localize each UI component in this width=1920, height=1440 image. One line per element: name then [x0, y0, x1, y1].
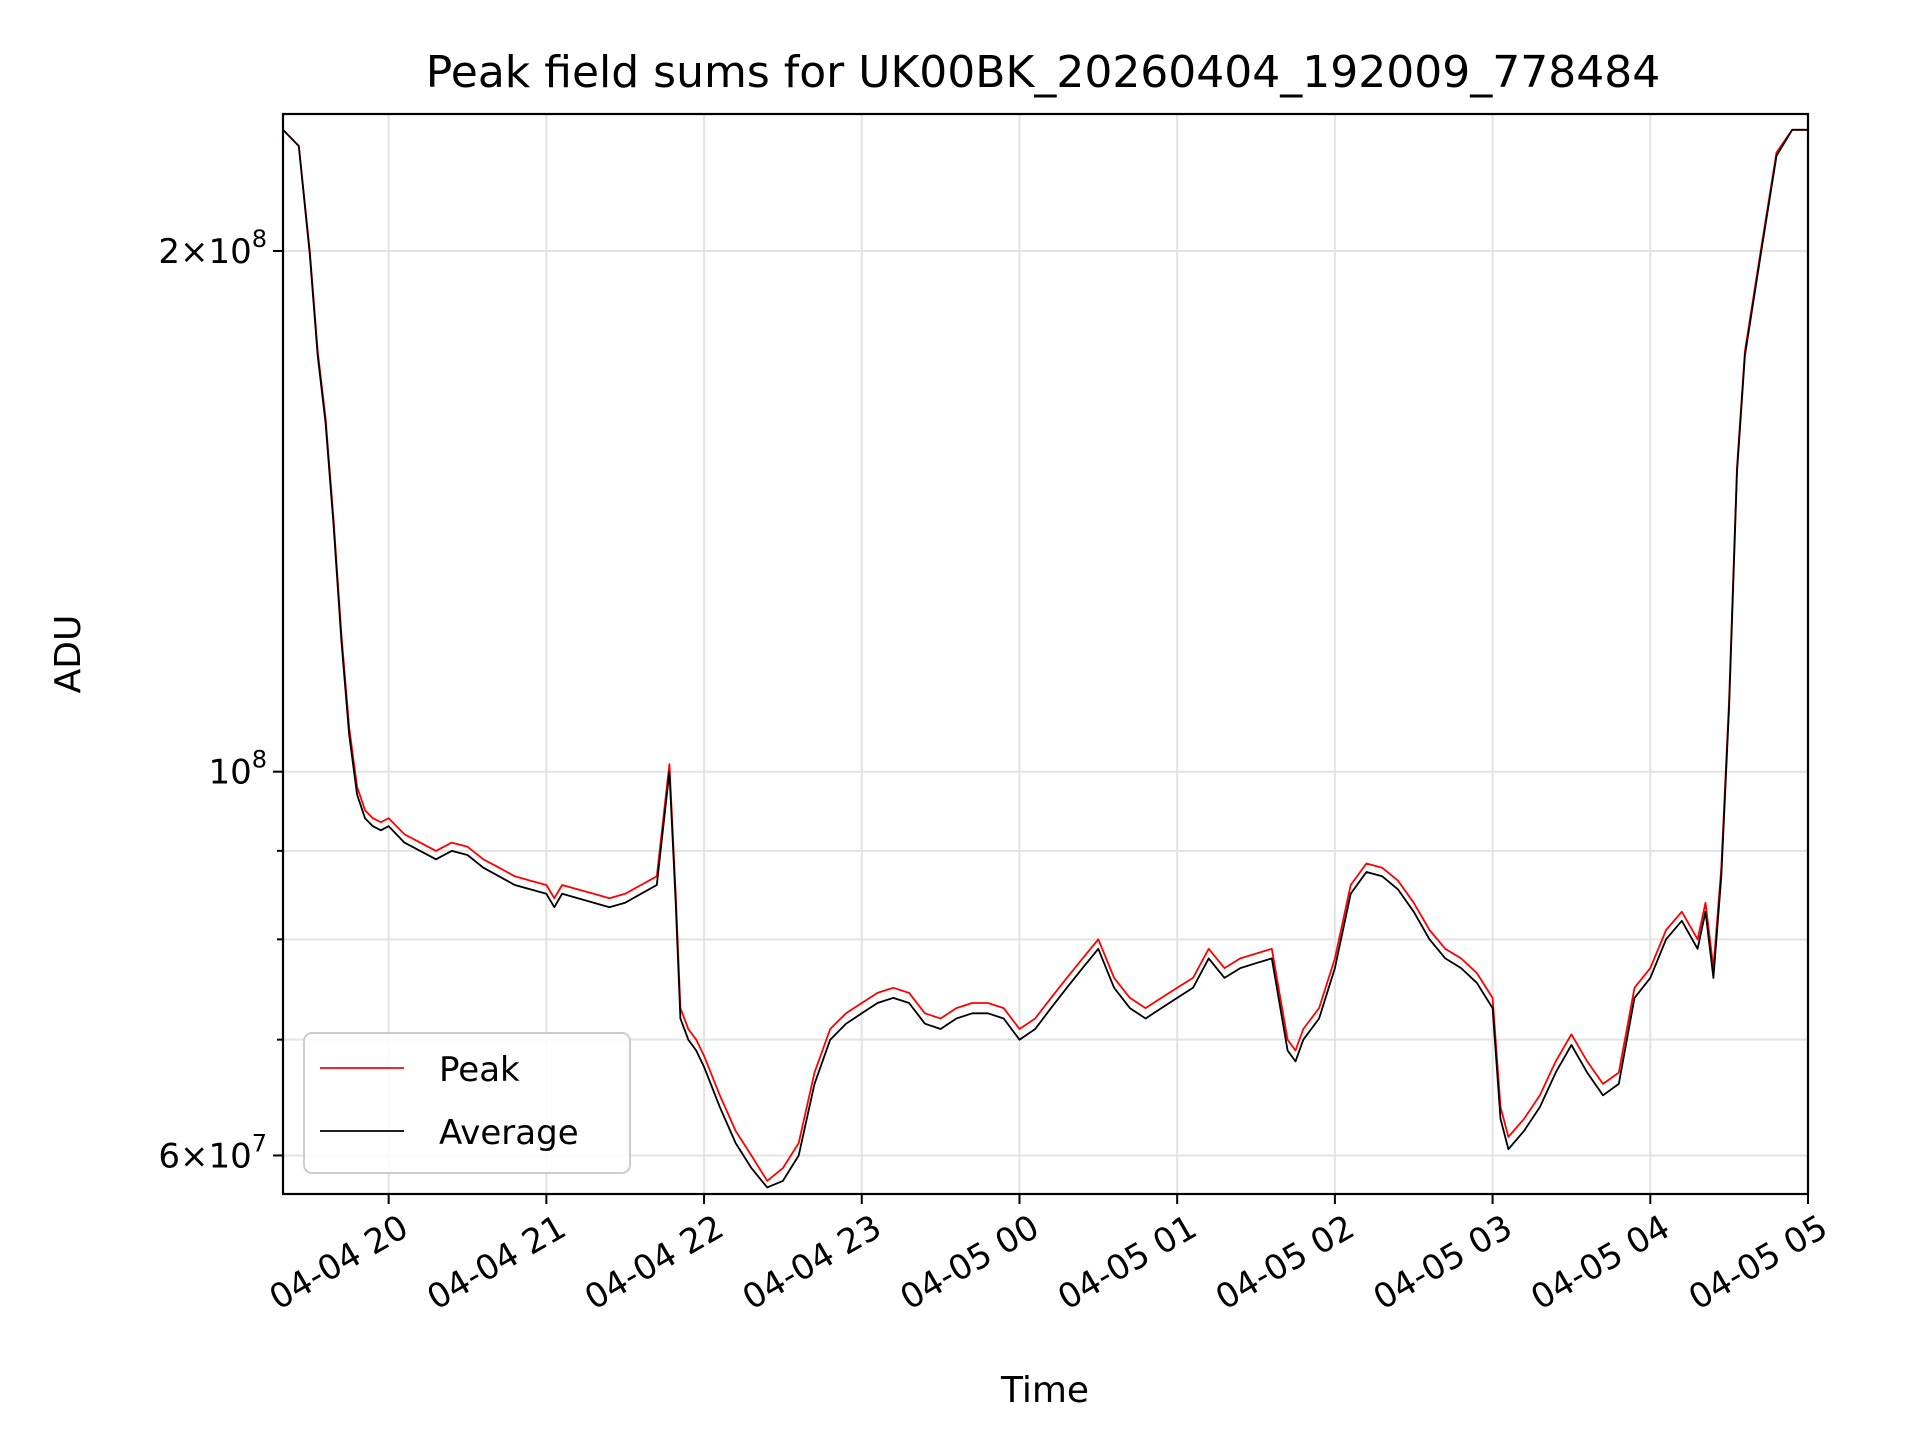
y-tick-label: 2×108 [158, 225, 267, 272]
x-axis-label: Time [1000, 1370, 1089, 1411]
y-tick-label: 6×107 [158, 1129, 267, 1176]
plot-frame [281, 112, 1810, 1196]
legend-label-average: Average [439, 1113, 579, 1153]
series-layer [282, 128, 1808, 1189]
y-tick-label: 108 [208, 746, 267, 793]
chart-title: Peak field sums for UK00BK_20260404_1920… [426, 47, 1660, 98]
legend: Peak Average [303, 1032, 631, 1174]
series-line-peak [282, 128, 1808, 1182]
series-line-average [282, 128, 1808, 1189]
legend-label-peak: Peak [439, 1050, 520, 1090]
y-axis-label: ADU [48, 615, 89, 694]
